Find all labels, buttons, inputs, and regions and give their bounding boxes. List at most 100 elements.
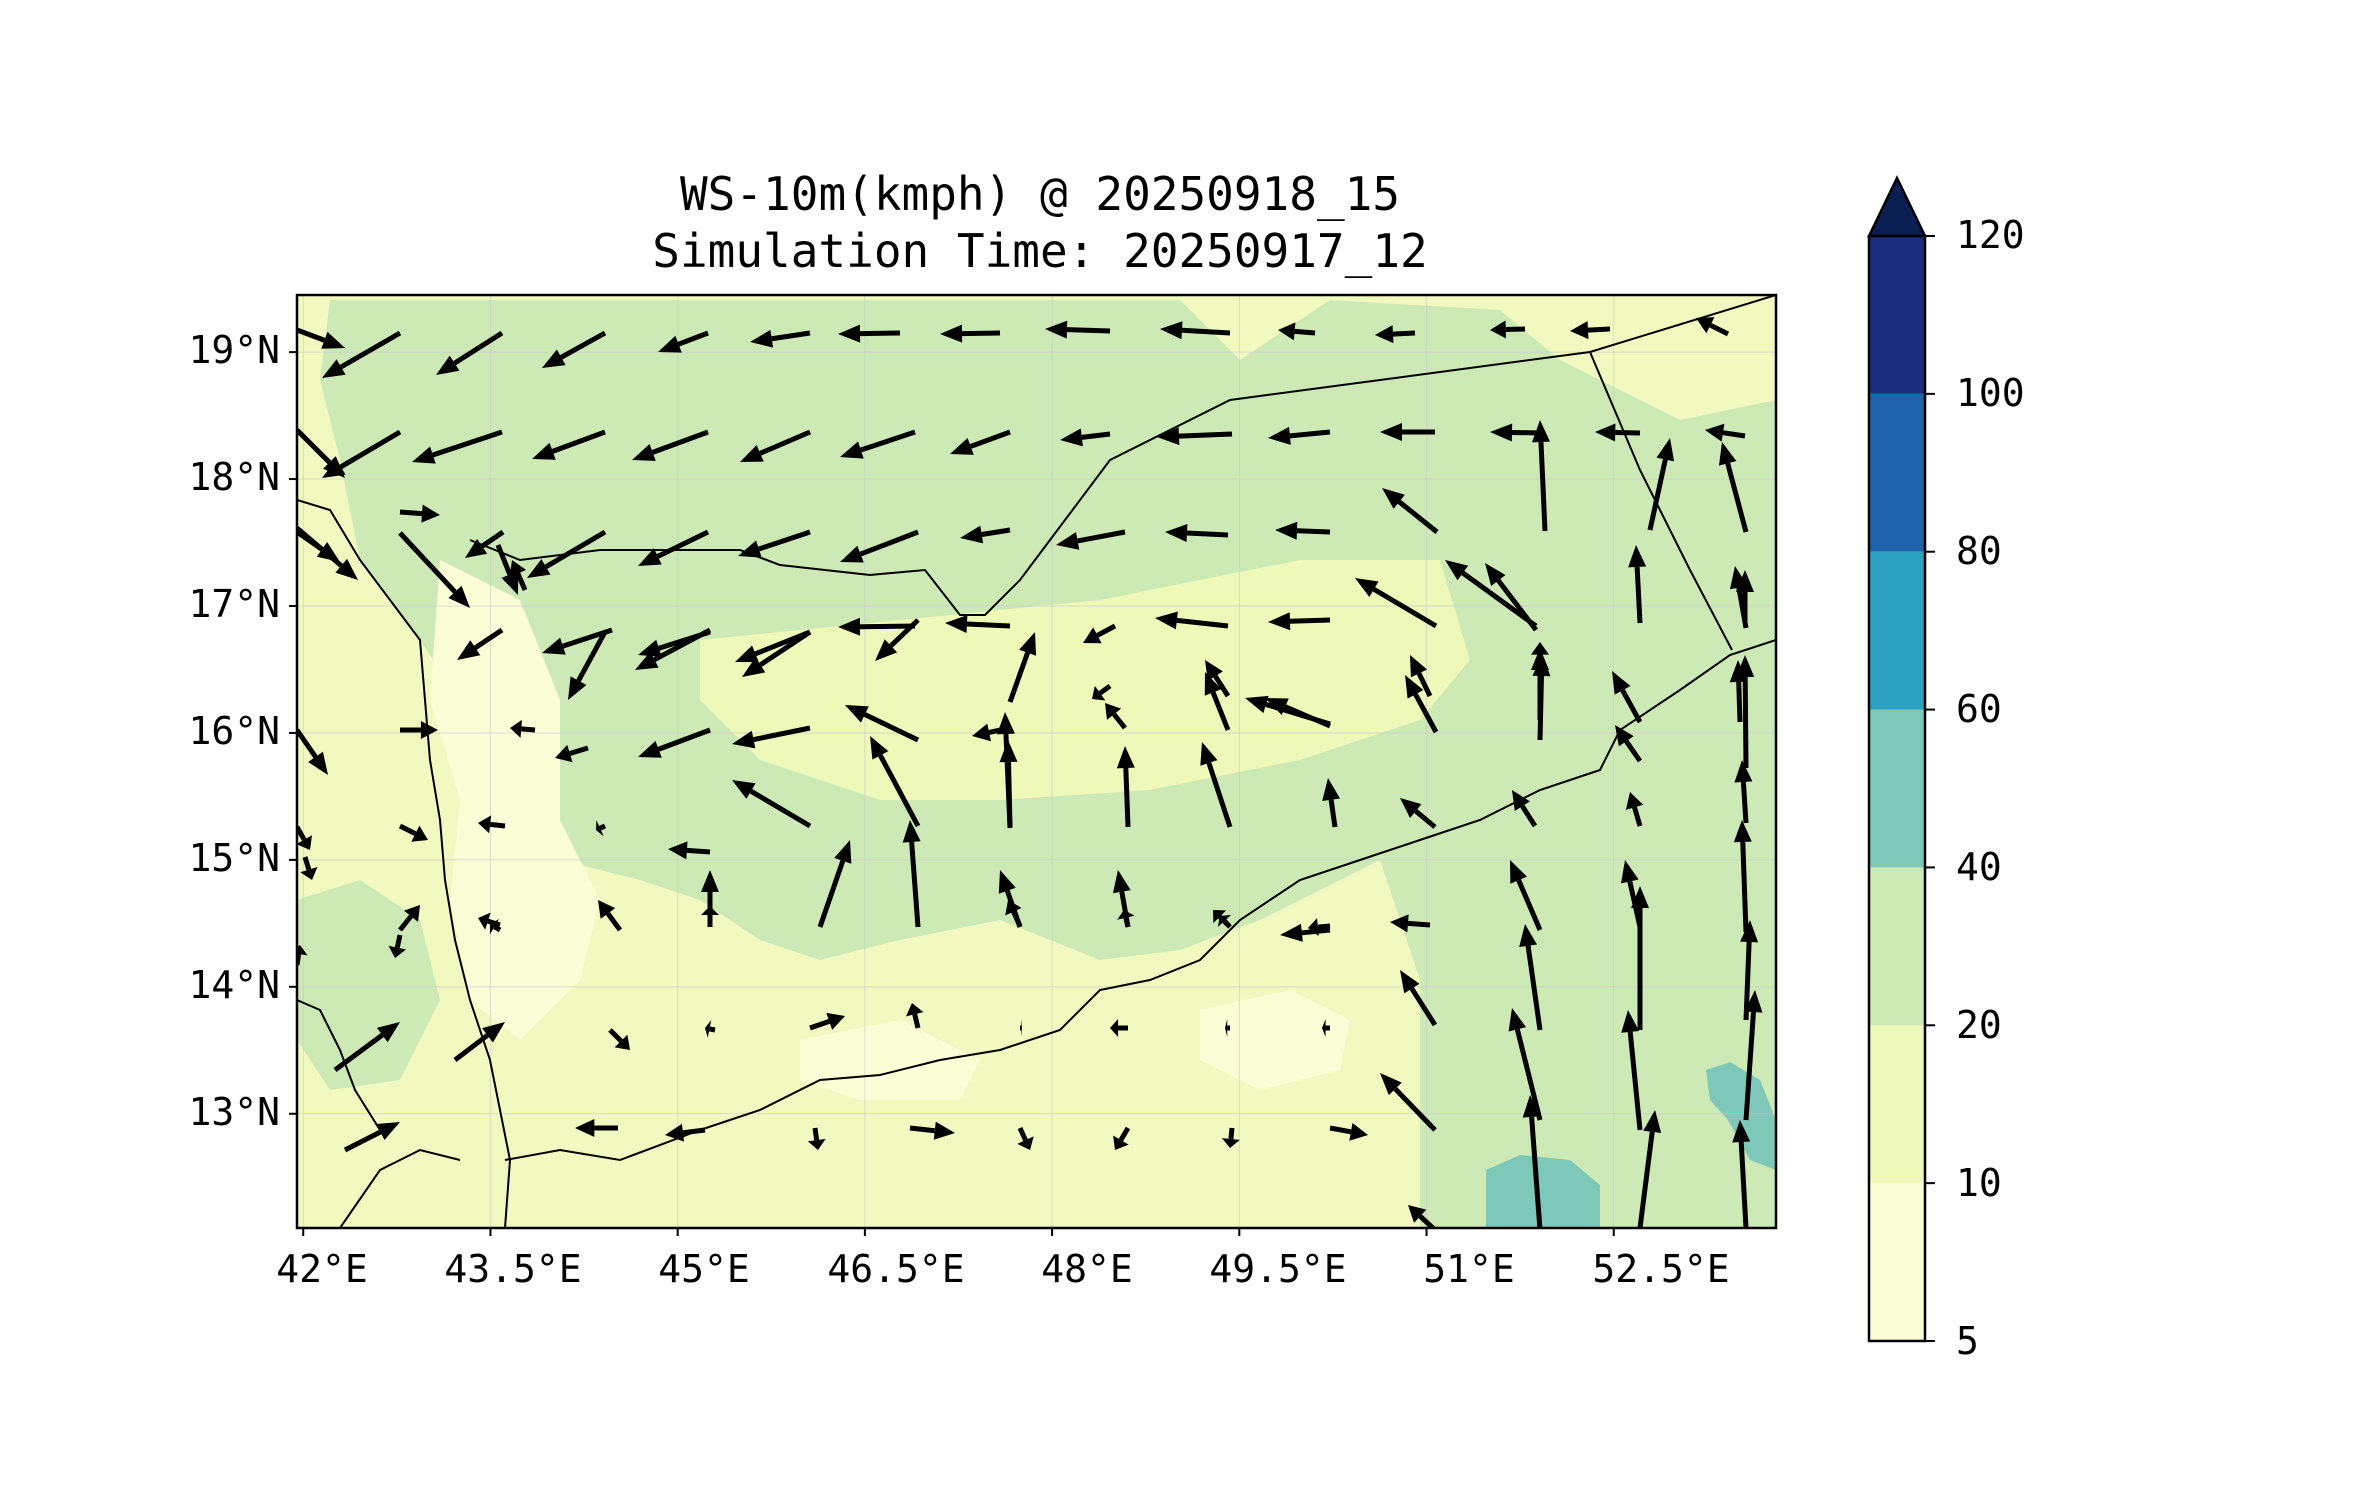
wind-arrow-shaft (1538, 441, 1548, 532)
wind-arrow-head (638, 548, 662, 566)
wind-arrow (972, 723, 1011, 742)
wind-arrow-head (322, 459, 346, 478)
wind-arrow-head (1278, 322, 1296, 341)
wind-arrow-shaft (1615, 429, 1641, 436)
wind-arrow-shaft (1317, 923, 1331, 930)
wind-arrow-head (1612, 671, 1631, 695)
wind-arrow-shaft (398, 531, 457, 594)
wind-arrow-head (960, 525, 984, 544)
wind-arrow-shaft (912, 1013, 921, 1029)
wind-arrow-head (1005, 900, 1022, 916)
wind-arrow-head (420, 721, 438, 739)
lon-tick-label: 45°E (658, 1247, 750, 1291)
colorbar-bins (1869, 236, 1925, 1341)
colorbar-tick-label: 80 (1956, 529, 2002, 573)
wind-arrow-head (1733, 820, 1752, 843)
wind-arrow (1740, 920, 1759, 1021)
wind-arrow-head (1265, 698, 1289, 715)
wind-arrow (840, 429, 916, 459)
wind-arrow-head (635, 651, 659, 670)
wind-arrow-head (1205, 660, 1223, 682)
wind-arrow (809, 1012, 845, 1031)
wind-arrow-head (1718, 442, 1737, 466)
wind-arrow-head (297, 945, 308, 956)
gulf-of-aden-coastline (504, 639, 1776, 1162)
wind-arrow-shaft (339, 429, 402, 469)
wind-arrow (478, 912, 501, 930)
wind-arrow-head (542, 349, 566, 368)
wind-arrow (1705, 423, 1746, 442)
wind-arrow-shaft (1186, 530, 1229, 538)
wind-arrow-shaft (1213, 674, 1231, 698)
chart-title: WS-10m(kmph) @ 20250918_15 (679, 167, 1401, 221)
wind-arrow-head (376, 1122, 400, 1141)
wind-arrow-head (950, 437, 974, 455)
wind-arrow-head (875, 639, 898, 661)
wind-arrow-shaft (909, 1125, 936, 1134)
wind-arrow (532, 429, 606, 460)
wind-arrow (400, 721, 438, 739)
map-area (297, 295, 1776, 1228)
wind-arrow (1265, 698, 1331, 729)
wind-arrow (1204, 672, 1231, 731)
wind-arrow-shaft (1011, 910, 1023, 928)
wind-arrow-shaft (297, 529, 324, 552)
wind-arrow-shaft (297, 327, 326, 343)
wind-arrow (1736, 570, 1754, 623)
wind-arrow-head (1390, 914, 1409, 933)
wind-arrow-head (1268, 612, 1291, 631)
wind-arrow-head (838, 324, 861, 343)
wind-arrow-head (1736, 570, 1754, 592)
wind-arrow-shaft (605, 912, 623, 932)
wind-arrow (1020, 1019, 1022, 1037)
wind-arrow-shaft (1525, 945, 1543, 1031)
wind-arrow-shaft (1736, 681, 1743, 723)
wind-arrow (1268, 426, 1331, 445)
wind-arrow-head (1510, 860, 1527, 884)
wind-arrow (1165, 524, 1229, 543)
wind-arrow-shaft (1742, 676, 1749, 769)
wind-arrow-head (638, 639, 662, 657)
wind-arrow-shaft (343, 1129, 382, 1153)
wind-arrow (1056, 529, 1126, 550)
wind-arrow-shaft (1620, 689, 1643, 724)
wind-arrow-head (297, 835, 312, 850)
wind-arrow (1017, 1126, 1034, 1150)
lon-tick-label: 49.5°E (1209, 1247, 1347, 1291)
wind-arrow-head (940, 324, 963, 343)
colorbar-bin (1869, 551, 1925, 710)
wind-arrow (608, 1028, 630, 1050)
wind-arrow-shaft (551, 429, 606, 454)
wind-arrow-shaft (677, 330, 709, 347)
wind-arrow (333, 1022, 400, 1073)
wind-arrow-head (575, 1119, 595, 1137)
wind-arrow (1105, 703, 1127, 730)
wind-arrow-shaft (599, 823, 607, 831)
wind-arrow-head (527, 559, 551, 578)
colorbar-tick-label: 10 (1956, 1161, 2002, 1205)
wind-arrow (596, 819, 607, 837)
colorbar-frame (1867, 234, 1927, 1343)
wind-arrow-head (482, 1022, 505, 1043)
wind-arrow-head (457, 640, 481, 660)
wind-arrow (1225, 1019, 1230, 1037)
wind-arrow (598, 900, 623, 932)
wind-arrow-shaft (1329, 1125, 1352, 1135)
wind-arrow-shaft (1740, 781, 1749, 824)
wind-arrow-shaft (1634, 566, 1643, 624)
wind-arrow-shaft (1098, 683, 1112, 696)
shade-5-10-gulf-coast (800, 1020, 980, 1100)
wind-arrow (1519, 924, 1543, 1031)
wind-arrow-head (322, 359, 346, 378)
lon-tick-label: 43.5°E (444, 1247, 582, 1291)
wind-arrow-head (1275, 521, 1298, 540)
wind-arrow-shaft (560, 330, 607, 360)
wind-arrow (1200, 742, 1233, 828)
wind-arrow (1117, 910, 1135, 928)
wind-arrow-head (905, 1003, 924, 1017)
wind-arrow (838, 324, 901, 343)
wind-arrow-shaft (682, 1127, 706, 1136)
colorbar-bin (1869, 1183, 1925, 1341)
lon-tick-label: 51°E (1423, 1247, 1515, 1291)
wind-arrow-shaft (969, 429, 1011, 449)
